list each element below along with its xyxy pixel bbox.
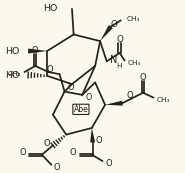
Polygon shape [28,49,47,53]
Text: CH₃: CH₃ [8,71,21,77]
Text: O: O [44,139,51,148]
Polygon shape [105,101,123,106]
Text: O: O [32,46,38,55]
Text: O: O [140,73,147,82]
Text: HO: HO [6,47,20,56]
Text: O: O [19,148,26,157]
Text: Abe: Abe [73,105,88,114]
Text: HO: HO [43,3,57,12]
Text: CH₃: CH₃ [127,16,140,22]
Text: O: O [105,159,112,168]
Text: O: O [47,65,53,74]
Text: N: N [110,56,118,65]
Text: O: O [127,91,133,100]
Text: O: O [116,35,123,44]
Text: O: O [70,148,77,157]
Text: O: O [96,136,103,145]
Polygon shape [90,128,95,143]
Text: O: O [68,83,74,92]
Text: HO: HO [6,71,20,80]
Polygon shape [100,25,113,41]
Text: O: O [86,93,92,102]
Text: O: O [111,20,118,29]
Text: O: O [54,163,60,172]
Text: CH₃: CH₃ [157,97,170,103]
Text: CH₃: CH₃ [128,60,141,66]
Text: H: H [116,63,122,69]
